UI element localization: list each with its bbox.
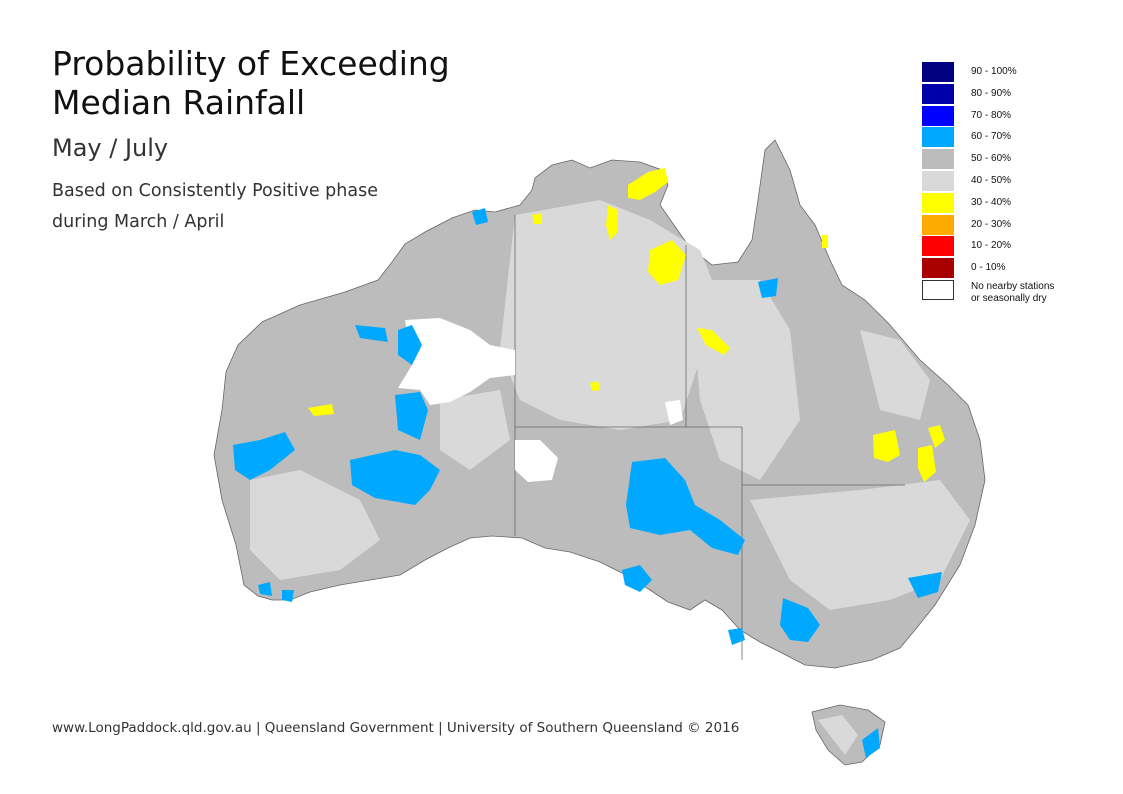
legend-item-60-70: 60 - 70% [922, 127, 1102, 149]
legend-label: 50 - 60% [971, 153, 1012, 165]
legend-label: 40 - 50% [971, 174, 1012, 186]
blue-patches [233, 208, 942, 758]
period-label: May / July [52, 134, 169, 162]
legend-item-no-data: No nearby stations or seasonally dry [922, 279, 1102, 310]
legend-label: 70 - 80% [971, 109, 1012, 121]
legend-item-80-90: 80 - 90% [922, 83, 1102, 106]
legend-swatch [922, 149, 954, 170]
basis-note: Based on Consistently Positive phase dur… [52, 176, 432, 238]
map-title: Probability of Exceeding Median Rainfall [52, 44, 472, 122]
credits-footer: www.LongPaddock.qld.gov.au | Queensland … [52, 720, 740, 736]
legend-swatch [922, 258, 954, 279]
legend-item-90-100: 90 - 100% [922, 62, 1102, 84]
legend-item-0-10: 0 - 10% [922, 258, 1102, 280]
basis-line-1: Based on Consistently Positive phase [52, 181, 378, 201]
title-line-1: Probability of Exceeding [52, 44, 450, 83]
legend-swatch [922, 214, 954, 235]
legend-item-30-40: 30 - 40% [922, 192, 1102, 215]
legend-swatch [922, 62, 954, 82]
legend-item-40-50: 40 - 50% [922, 170, 1102, 193]
legend-swatch [922, 105, 954, 126]
legend-swatch [922, 236, 954, 257]
legend-item-50-60: 50 - 60% [922, 149, 1102, 171]
legend-swatch [922, 83, 954, 104]
legend-label-no-data: No nearby stations or seasonally dry [971, 281, 1081, 305]
legend-label: 10 - 20% [971, 240, 1012, 252]
legend-swatch [922, 127, 954, 148]
light-grey-regions [250, 200, 970, 755]
basis-line-2: during March / April [52, 212, 225, 232]
legend-label: 60 - 70% [971, 131, 1012, 143]
legend-swatch [922, 192, 954, 213]
legend-label: 20 - 30% [971, 218, 1012, 230]
legend-item-10-20: 10 - 20% [922, 236, 1102, 258]
legend-label: 80 - 90% [971, 87, 1012, 99]
title-line-2: Median Rainfall [52, 83, 306, 122]
legend-label: 0 - 10% [971, 262, 1006, 274]
yellow-patches [308, 168, 945, 482]
legend: 90 - 100% 80 - 90% 70 - 80% 60 - 70% 50 … [922, 62, 1102, 310]
legend-nodata-line-1: No nearby stations [971, 280, 1055, 292]
legend-swatch [922, 170, 954, 191]
legend-item-20-30: 20 - 30% [922, 214, 1102, 237]
legend-nodata-line-2: or seasonally dry [971, 292, 1047, 304]
legend-label: 30 - 40% [971, 196, 1012, 208]
legend-item-70-80: 70 - 80% [922, 105, 1102, 128]
legend-swatch [922, 279, 954, 300]
legend-label: 90 - 100% [971, 66, 1017, 77]
